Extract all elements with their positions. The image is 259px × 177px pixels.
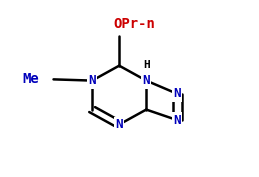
Text: N: N — [174, 87, 181, 100]
Text: N: N — [116, 118, 123, 131]
Text: N: N — [174, 114, 181, 127]
Text: N: N — [142, 74, 150, 87]
Text: N: N — [88, 74, 96, 87]
Text: Me: Me — [22, 72, 39, 86]
Text: H: H — [143, 60, 150, 70]
Text: OPr-n: OPr-n — [114, 17, 156, 31]
